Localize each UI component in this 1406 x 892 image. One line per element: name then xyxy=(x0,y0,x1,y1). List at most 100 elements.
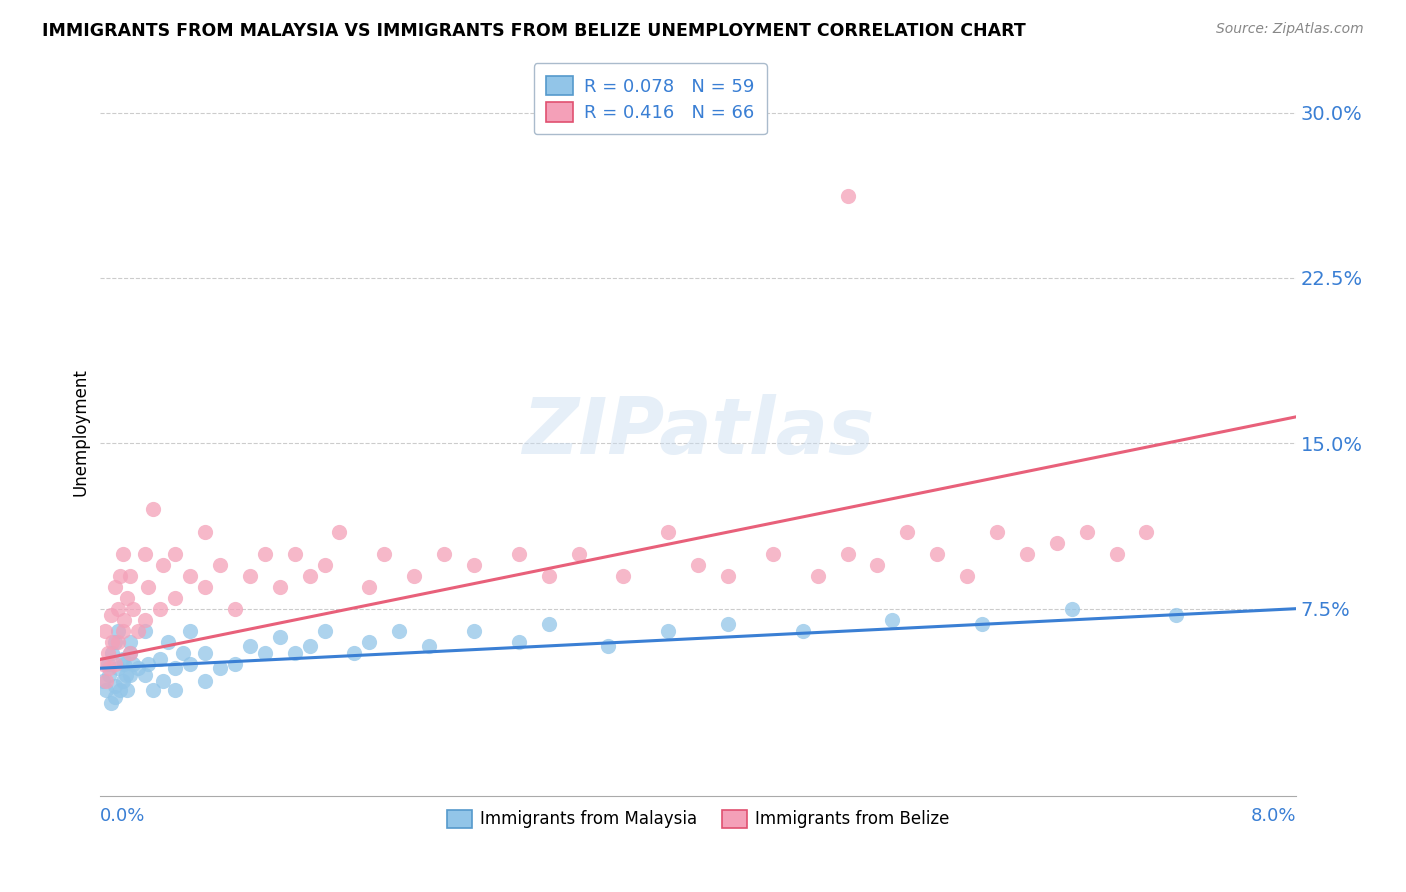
Point xyxy=(136,657,159,671)
Point xyxy=(194,646,217,660)
Point xyxy=(792,624,814,638)
Point xyxy=(537,568,560,582)
Point xyxy=(112,613,135,627)
Point xyxy=(111,547,134,561)
Point xyxy=(657,624,679,638)
Point xyxy=(896,524,918,539)
Point xyxy=(108,683,131,698)
Text: 0.0%: 0.0% xyxy=(100,807,146,825)
Point xyxy=(122,601,145,615)
Point xyxy=(101,634,124,648)
Point xyxy=(165,683,187,698)
Y-axis label: Unemployment: Unemployment xyxy=(72,368,89,496)
Point xyxy=(117,591,139,605)
Point xyxy=(298,639,321,653)
Point xyxy=(91,657,114,671)
Point xyxy=(328,524,350,539)
Point xyxy=(136,580,159,594)
Point xyxy=(165,547,187,561)
Point xyxy=(104,580,127,594)
Point xyxy=(688,558,710,572)
Point xyxy=(179,568,201,582)
Point xyxy=(314,558,336,572)
Point xyxy=(343,646,366,660)
Point xyxy=(373,547,395,561)
Point xyxy=(142,683,165,698)
Point xyxy=(463,558,485,572)
Point xyxy=(598,639,620,653)
Point xyxy=(134,547,156,561)
Point xyxy=(120,634,142,648)
Point xyxy=(208,558,231,572)
Text: IMMIGRANTS FROM MALAYSIA VS IMMIGRANTS FROM BELIZE UNEMPLOYMENT CORRELATION CHAR: IMMIGRANTS FROM MALAYSIA VS IMMIGRANTS F… xyxy=(42,22,1026,40)
Point xyxy=(1076,524,1098,539)
Point xyxy=(1105,547,1128,561)
Point xyxy=(567,547,589,561)
Point xyxy=(359,580,381,594)
Legend: Immigrants from Malaysia, Immigrants from Belize: Immigrants from Malaysia, Immigrants fro… xyxy=(440,803,956,835)
Point xyxy=(134,624,156,638)
Point xyxy=(179,657,201,671)
Point xyxy=(224,657,246,671)
Point xyxy=(970,617,993,632)
Point xyxy=(314,624,336,638)
Point xyxy=(152,558,174,572)
Point xyxy=(98,668,121,682)
Text: ZIPatlas: ZIPatlas xyxy=(522,394,875,470)
Point xyxy=(717,617,740,632)
Point xyxy=(104,690,127,704)
Point xyxy=(107,601,129,615)
Point xyxy=(142,502,165,516)
Point xyxy=(97,646,120,660)
Point xyxy=(104,679,127,693)
Point xyxy=(117,683,139,698)
Point xyxy=(179,624,201,638)
Point xyxy=(107,661,129,675)
Point xyxy=(149,601,172,615)
Point xyxy=(96,683,118,698)
Point xyxy=(111,624,134,638)
Point xyxy=(120,646,142,660)
Point xyxy=(269,580,291,594)
Point xyxy=(866,558,889,572)
Point xyxy=(1060,601,1083,615)
Point xyxy=(127,624,149,638)
Point xyxy=(837,547,859,561)
Point xyxy=(253,646,276,660)
Point xyxy=(418,639,440,653)
Point xyxy=(762,547,785,561)
Point xyxy=(1015,547,1038,561)
Point xyxy=(194,674,217,689)
Point xyxy=(224,601,246,615)
Point xyxy=(97,657,120,671)
Point xyxy=(156,634,179,648)
Point xyxy=(100,697,122,711)
Point xyxy=(134,668,156,682)
Point xyxy=(537,617,560,632)
Point xyxy=(194,524,217,539)
Point xyxy=(956,568,979,582)
Point xyxy=(107,624,129,638)
Point xyxy=(111,652,134,666)
Point xyxy=(108,568,131,582)
Point xyxy=(111,674,134,689)
Point xyxy=(508,547,530,561)
Point xyxy=(194,580,217,594)
Point xyxy=(1046,535,1069,549)
Point xyxy=(165,661,187,675)
Point xyxy=(837,189,859,203)
Point xyxy=(404,568,426,582)
Point xyxy=(165,591,187,605)
Point xyxy=(122,657,145,671)
Point xyxy=(134,613,156,627)
Point xyxy=(152,674,174,689)
Point xyxy=(101,646,124,660)
Text: 8.0%: 8.0% xyxy=(1250,807,1296,825)
Point xyxy=(927,547,949,561)
Point xyxy=(172,646,194,660)
Point xyxy=(127,661,149,675)
Point xyxy=(239,568,262,582)
Point xyxy=(1166,608,1188,623)
Point xyxy=(120,646,142,660)
Point xyxy=(112,657,135,671)
